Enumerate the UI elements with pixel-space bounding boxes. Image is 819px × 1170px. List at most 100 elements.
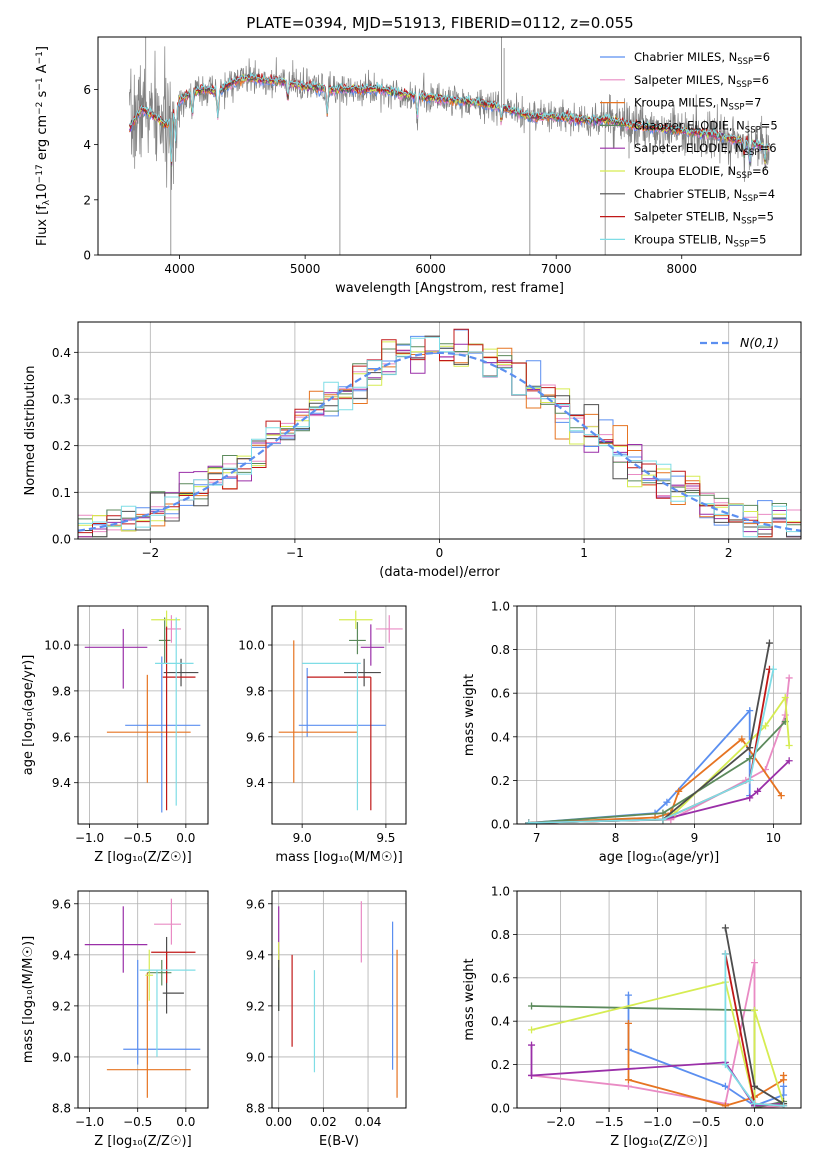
error-bar-point [162,626,196,811]
x-tick-label: 0.00 [265,1115,292,1129]
y-tick-label: 6 [83,83,91,97]
mass-weight-marker [663,798,671,806]
y-tick-label: 0.0 [491,818,510,832]
y-tick-label: 0.4 [491,1015,510,1029]
error-bar-point [302,662,361,811]
mass-weight-vs-metallicity-panel: −2.0 −1.5 −1.0 −0.5 0.0 0.0 0.2 0.4 0.6 0.8 1.0 Z [… [462,885,802,1149]
legend-entry: Kroupa MILES, NSSP=7 [634,96,761,113]
mass-weight-marker [675,787,683,795]
mass-weight-marker [750,1006,758,1014]
x-axis-label: Z [log₁₀(Z/Z☉)] [94,850,191,865]
y-tick-label: 2 [83,193,91,207]
residual-histogram-panel: N(0,1) −2 −1 0 1 2 0.0 0.1 0.2 0.3 0.4 (data-model)… [23,321,802,580]
age-vs-mass-panel: 9.0 9.5 9.4 9.6 9.8 10.0 mass [log₁₀(M/M☉)] [238,605,407,865]
x-tick-label: −1.0 [643,1115,672,1129]
axes-frame [97,36,802,256]
legend-entry: Salpeter MILES, NSSP=6 [634,73,769,90]
model-spectrum-line [128,73,770,163]
y-tick-label: 9.8 [52,684,71,698]
y-tick-label: 0.8 [491,928,510,942]
age-vs-metallicity-panel: −1.0 −0.5 0.0 9.4 9.6 9.8 10.0 Z [log₁₀(Z/Z☉)] a… [21,605,209,865]
mass-weight-marker [746,794,754,802]
y-tick-label: 1.0 [491,600,510,614]
error-bar-point [298,667,386,737]
error-bar-point [123,959,201,1065]
y-tick-label: 0.0 [52,533,71,547]
figure-title: PLATE=0394, MJD=51913, FIBERID=0112, z=0… [246,14,633,32]
y-axis-label: Normed distribution [23,366,38,496]
mass-weight-marker [528,1002,536,1010]
mass-weight-marker [624,1019,632,1027]
mass-weight-line [528,669,775,824]
x-tick-label: −1.5 [595,1115,624,1129]
model-spectrum-line [129,71,770,162]
x-tick-label: −2.0 [546,1115,575,1129]
legend-entry: Salpeter ELODIE, NSSP=6 [634,141,777,158]
legend-entry: Kroupa ELODIE, NSSP=6 [634,164,769,181]
error-bar-point [145,949,154,1001]
error-bar-point [154,898,182,945]
y-axis-label: Flux [fλ10−17 erg cm−2 s−1 A−1] [35,46,52,246]
y-tick-label: 0.2 [491,774,510,788]
y-tick-label: 9.4 [52,776,71,790]
y-tick-label: 0 [83,249,91,263]
y-tick-label: 9.4 [246,776,265,790]
error-bar-point [151,951,196,983]
plot-area [278,610,403,811]
y-tick-label: 4 [83,138,91,152]
x-axis-label: E(B-V) [319,1134,359,1149]
mass-weight-vs-age-panel: 7 8 9 10 0.0 0.2 0.4 0.6 0.8 1.0 age [log₁₀(age/yr… [462,600,802,865]
plot-area [84,898,201,1098]
mass-vs-reddening-panel: 0.00 0.02 0.04 8.8 9.0 9.2 9.4 9.6 E(B-V) [246,890,407,1149]
mass-weight-marker [659,809,667,817]
x-axis-label: mass [log₁₀(M/M☉)] [275,850,402,865]
mass-weight-marker [721,924,729,932]
legend-entry: N(0,1) [740,335,779,350]
x-tick-label: −1.0 [75,1115,104,1129]
x-tick-label: −0.5 [691,1115,720,1129]
legend-entry: Chabrier MILES, NSSP=6 [634,50,770,67]
mass-weight-marker [624,1082,632,1090]
y-tick-label: 9.8 [246,684,265,698]
x-tick-label: 1 [580,546,588,560]
mass-weight-marker [785,674,793,682]
error-bar-point [278,640,358,783]
x-tick-label: 9 [691,831,699,845]
mass-weight-marker [750,1082,758,1090]
error-bar-point [349,622,366,655]
spectrum-panel: Chabrier MILES, NSSP=6 Salpeter MILES, NS… [35,36,802,296]
x-tick-label: 8000 [666,262,697,276]
y-tick-label: 9.0 [52,1050,71,1064]
model-spectrum-line [128,73,770,165]
y-tick-label: 9.6 [246,897,265,911]
mass-weight-marker [624,1076,632,1084]
y-tick-label: 1.0 [491,885,510,899]
x-tick-label: 9.0 [293,831,312,845]
x-tick-label: 9.5 [376,831,395,845]
error-bar-point [139,969,196,1057]
x-tick-label: 7000 [541,262,572,276]
x-tick-label: 0.0 [176,831,195,845]
mass-weight-marker [780,1071,788,1079]
x-tick-label: 5000 [290,262,321,276]
error-bar-point [106,972,191,1098]
mass-weight-marker [721,950,729,958]
x-tick-label: 0.04 [355,1115,382,1129]
x-axis-label: age [log₁₀(age/yr)] [599,850,720,865]
y-axis-label: mass [log₁₀(M/M☉)] [21,936,36,1063]
x-tick-label: 0.02 [310,1115,337,1129]
mass-weight-marker [777,792,785,800]
error-bar-point [147,959,172,986]
y-tick-label: 0.8 [491,643,510,657]
y-tick-label: 0.6 [491,971,510,985]
error-bar-point [84,906,148,973]
mass-weight-marker [781,694,789,702]
mass-weight-line [724,953,784,1107]
mass-weight-marker [624,991,632,999]
y-tick-label: 0.0 [491,1102,510,1116]
legend-entry: Chabrier ELODIE, NSSP=5 [634,118,778,135]
error-bar-point [307,676,372,811]
mass-weight-marker [525,819,533,824]
x-tick-label: 0 [436,546,444,560]
